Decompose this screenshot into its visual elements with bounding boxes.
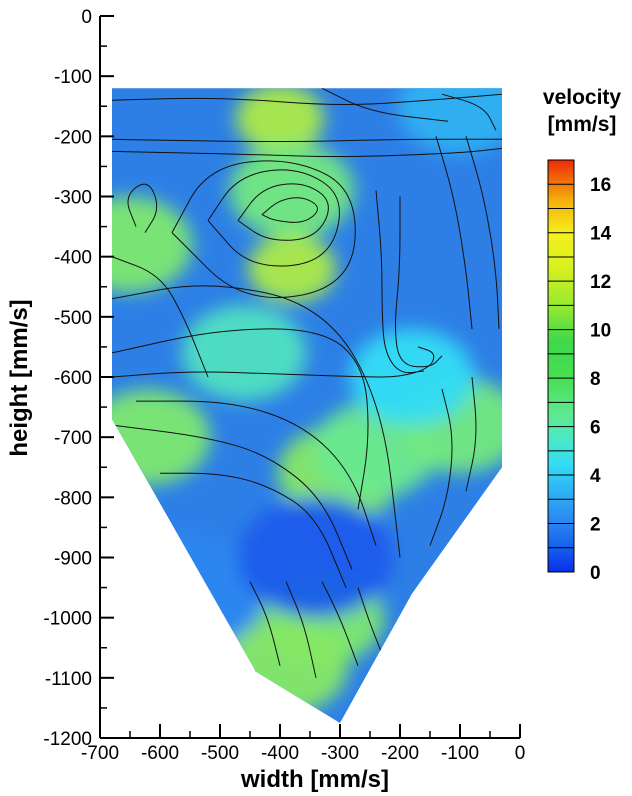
x-tick-label: -100 (441, 743, 479, 764)
velocity-region-4 (112, 196, 193, 293)
colorbar-title-line-1: velocity (543, 86, 622, 109)
streamline-11 (395, 196, 443, 368)
streamline-20 (465, 136, 500, 329)
y-tick-label: -800 (54, 488, 92, 509)
y-tick-label: -700 (54, 428, 92, 449)
x-tick-label: -500 (201, 743, 239, 764)
streamline-19 (435, 136, 473, 329)
contour-field (112, 88, 502, 723)
y-tick-label: -600 (54, 368, 92, 389)
colorbar-frame (547, 159, 575, 573)
streamline-26 (112, 256, 209, 378)
colorbar-tick-label: 0 (590, 563, 601, 584)
velocity-region-11 (397, 88, 502, 155)
x-axis-label: width [mm/s] (240, 766, 389, 793)
streamline-28 (321, 88, 449, 122)
velocity-region-15 (238, 497, 394, 618)
colorbar-tick-label: 2 (590, 515, 601, 536)
colorbar-tick-label: 8 (590, 369, 601, 390)
streamline-15 (112, 424, 353, 570)
colorbar-tick-label: 14 (590, 224, 612, 245)
y-tick-label: -900 (54, 549, 92, 570)
y-tick-label: -1000 (43, 609, 92, 630)
velocity-region-6 (181, 304, 307, 401)
x-tick-label: -200 (381, 743, 419, 764)
velocity-region-3 (247, 234, 337, 303)
x-tick-label: -300 (321, 743, 359, 764)
streamline-14 (135, 400, 377, 546)
streamline-2 (112, 138, 502, 143)
streamline-16 (159, 472, 347, 588)
colorbar-tick-label: 10 (590, 321, 611, 342)
y-tick-label: -1200 (43, 729, 92, 750)
velocity-region-10 (349, 329, 475, 425)
colorbar-tick-label: 6 (590, 418, 601, 439)
y-tick-label: -200 (54, 127, 92, 148)
x-tick-label: -600 (141, 743, 179, 764)
colorbar: 16 14 12 10 8 6 4 2 0 velocity [mm/s] (543, 86, 622, 584)
streamline-1 (112, 93, 502, 105)
x-tick-label: 0 (515, 743, 526, 764)
streamline-23 (321, 581, 359, 666)
streamline-17 (429, 388, 453, 546)
streamline-9 (112, 346, 435, 378)
velocity-region-1 (235, 88, 325, 153)
colorbar-tick-label: 12 (590, 272, 611, 293)
streamline-4 (261, 197, 318, 223)
colorbar-gradient (548, 160, 574, 572)
velocity-region-2 (229, 142, 355, 239)
streamline-5 (237, 183, 329, 241)
streamline-27 (441, 93, 497, 131)
y-tick-label: -500 (54, 308, 92, 329)
streamline-12 (112, 328, 369, 510)
y-tick-label: -100 (54, 67, 92, 88)
x-tick-label: -700 (81, 743, 119, 764)
y-tick-label: -300 (54, 188, 92, 209)
y-tick-label: -400 (54, 248, 92, 269)
colorbar-title-line-2: [mm/s] (548, 113, 617, 136)
colorbar-tick-label: 16 (590, 175, 611, 196)
x-tick-label: -400 (261, 743, 299, 764)
streamline-10 (375, 190, 425, 374)
streamline-6 (207, 169, 340, 267)
colorbar-tick-label: 4 (590, 466, 601, 487)
streamline-22 (285, 581, 317, 678)
streamline-21 (249, 581, 281, 666)
streamline-8 (127, 183, 158, 233)
y-tick-label: 0 (81, 7, 92, 28)
axes: 0 -100 -200 -300 -400 -500 -600 -700 -800 -900 -10… (43, 7, 525, 764)
streamline-3 (112, 147, 502, 158)
streamline-24 (357, 587, 383, 654)
y-axis-label: height [mm/s] (6, 299, 33, 456)
streamline-7 (171, 160, 356, 299)
streamline-13 (112, 285, 401, 558)
y-tick-label: -1100 (45, 669, 92, 690)
streamline-18 (465, 376, 477, 492)
